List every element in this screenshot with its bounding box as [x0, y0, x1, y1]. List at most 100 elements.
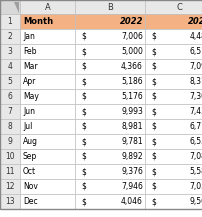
Text: 8,981: 8,981 [121, 122, 142, 131]
Bar [0, 0, 20, 14]
Text: $: $ [81, 92, 85, 101]
Text: $: $ [81, 152, 85, 161]
Bar [144, 44, 202, 59]
Text: 7: 7 [7, 107, 12, 116]
Bar [0, 179, 20, 194]
Text: 5,000: 5,000 [121, 47, 142, 56]
Text: $: $ [150, 62, 155, 71]
Bar [75, 74, 144, 89]
Text: 6,510: 6,510 [188, 47, 202, 56]
Text: 4,366: 4,366 [121, 62, 142, 71]
Text: 5,586: 5,586 [188, 167, 202, 176]
Text: 9,993: 9,993 [121, 107, 142, 116]
Bar [75, 119, 144, 134]
Text: $: $ [81, 122, 85, 131]
Text: $: $ [150, 32, 155, 41]
Bar [20, 104, 75, 119]
Text: 13: 13 [5, 197, 15, 206]
Bar [20, 74, 75, 89]
Bar [20, 134, 75, 149]
Text: 4,484: 4,484 [188, 32, 202, 41]
Bar [75, 194, 144, 209]
Bar [75, 179, 144, 194]
Bar [20, 0, 75, 14]
Bar [0, 59, 20, 74]
Text: 7,301: 7,301 [188, 92, 202, 101]
Bar [20, 14, 75, 29]
Text: Nov: Nov [23, 182, 38, 191]
Text: 9: 9 [7, 137, 12, 146]
Text: $: $ [150, 77, 155, 86]
Text: $: $ [150, 197, 155, 206]
Text: 6,558: 6,558 [188, 137, 202, 146]
Text: 9,892: 9,892 [121, 152, 142, 161]
Bar [144, 14, 202, 29]
Bar [75, 164, 144, 179]
Text: 8,314: 8,314 [188, 77, 202, 86]
Bar [144, 149, 202, 164]
Bar [20, 164, 75, 179]
Text: 12: 12 [5, 182, 15, 191]
Text: 5,186: 5,186 [121, 77, 142, 86]
Bar [0, 149, 20, 164]
Bar [20, 179, 75, 194]
Text: $: $ [150, 92, 155, 101]
Text: $: $ [150, 47, 155, 56]
Text: 4,046: 4,046 [121, 197, 142, 206]
Text: $: $ [150, 182, 155, 191]
Text: 3: 3 [7, 47, 12, 56]
Text: 2023: 2023 [187, 17, 202, 26]
Text: $: $ [81, 197, 85, 206]
Text: 9,569: 9,569 [188, 197, 202, 206]
Text: 2022: 2022 [119, 17, 142, 26]
Bar [20, 194, 75, 209]
Bar [144, 179, 202, 194]
Text: 6: 6 [7, 92, 12, 101]
Text: 7,006: 7,006 [121, 32, 142, 41]
Text: $: $ [81, 77, 85, 86]
Bar [0, 89, 20, 104]
Text: $: $ [150, 137, 155, 146]
Text: 9,376: 9,376 [121, 167, 142, 176]
Bar [75, 89, 144, 104]
Bar [75, 14, 144, 29]
Text: Oct: Oct [23, 167, 36, 176]
Text: 7,089: 7,089 [188, 152, 202, 161]
Bar [144, 0, 202, 14]
Bar [144, 59, 202, 74]
Text: Apr: Apr [23, 77, 36, 86]
Bar [144, 74, 202, 89]
Bar [20, 119, 75, 134]
Text: $: $ [150, 167, 155, 176]
Text: 7,053: 7,053 [188, 182, 202, 191]
Text: 2: 2 [8, 32, 12, 41]
Text: 9,781: 9,781 [121, 137, 142, 146]
Bar [144, 194, 202, 209]
Text: $: $ [81, 137, 85, 146]
Text: C: C [175, 3, 181, 12]
Text: 1: 1 [8, 17, 12, 26]
Text: $: $ [81, 182, 85, 191]
Text: $: $ [81, 107, 85, 116]
Text: 5,176: 5,176 [121, 92, 142, 101]
Polygon shape [14, 2, 19, 13]
Bar [75, 0, 144, 14]
Text: Jun: Jun [23, 107, 35, 116]
Bar [144, 134, 202, 149]
Bar [0, 44, 20, 59]
Text: Feb: Feb [23, 47, 36, 56]
Bar [144, 89, 202, 104]
Text: $: $ [150, 122, 155, 131]
Bar [75, 134, 144, 149]
Text: $: $ [81, 32, 85, 41]
Text: Month: Month [23, 17, 53, 26]
Text: Mar: Mar [23, 62, 37, 71]
Text: $: $ [81, 167, 85, 176]
Text: 7,946: 7,946 [121, 182, 142, 191]
Bar [144, 119, 202, 134]
Bar [20, 59, 75, 74]
Text: Sep: Sep [23, 152, 37, 161]
Bar [75, 149, 144, 164]
Text: 7,090: 7,090 [188, 62, 202, 71]
Bar [20, 44, 75, 59]
